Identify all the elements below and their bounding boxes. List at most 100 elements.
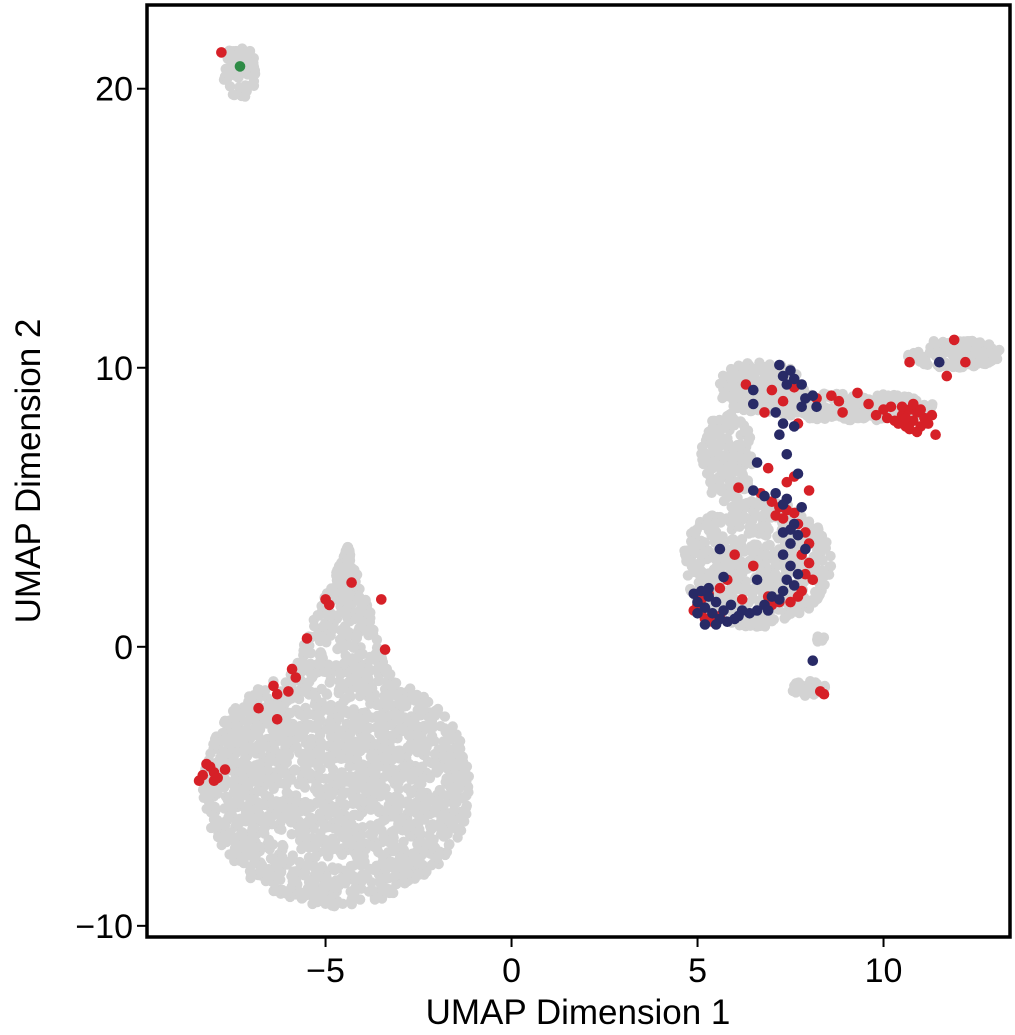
background-point [331,660,342,671]
background-point [351,776,363,788]
navy-point [777,499,789,510]
y-tick-label: −10 [75,908,133,946]
background-point [362,710,373,721]
red-point [740,379,752,390]
background-point [333,560,345,572]
navy-point [770,488,781,499]
navy-point [777,370,789,382]
background-point [365,665,377,676]
background-point [317,885,328,896]
background-point [728,400,739,412]
background-point [786,407,797,419]
x-axis: −5 0 5 10 [306,937,902,990]
background-point [325,731,337,742]
background-point [686,542,697,554]
background-point [355,766,366,777]
background-point [424,772,436,784]
red-point [324,599,335,611]
background-point [732,492,743,504]
background-point [392,802,403,813]
background-point [353,831,364,842]
background-point [229,766,240,778]
navy-point [796,502,807,513]
background-point [695,577,707,588]
background-point [310,874,321,885]
background-point [766,572,777,583]
red-point [290,672,302,683]
red-point [930,429,941,441]
background-point [245,732,257,743]
background-point [354,690,366,702]
background-point [724,409,735,421]
background-point [422,838,434,850]
navy-point [692,608,703,619]
background-point [418,791,430,803]
background-point [300,724,311,735]
x-tick-label: 10 [865,952,903,990]
red-point [286,663,298,675]
background-point [245,804,256,816]
navy-point [781,379,793,390]
background-point [335,669,346,680]
background-point [382,701,393,712]
background-point [307,898,318,910]
background-point [353,613,365,625]
red-point [893,418,904,429]
navy-point [710,619,722,630]
background-point [341,741,353,753]
red-point [915,404,926,415]
background-point [274,777,285,789]
red-point [271,714,283,725]
background-point [364,616,376,628]
background-point [239,91,251,102]
background-point [413,721,424,732]
background-point [440,726,451,738]
background-point [227,758,239,769]
background-point [709,519,720,530]
background-point [695,564,706,576]
navy-point [762,605,774,616]
red-point [870,409,882,421]
red-point [837,407,848,418]
background-point [453,823,464,834]
cluster-small-dot [812,631,830,647]
red-point [268,680,279,692]
red-point [283,686,294,697]
background-point [344,685,355,696]
background-point [369,894,381,905]
background-point [345,886,356,897]
background-point [756,382,767,394]
background-point [714,378,726,389]
navy-point [699,619,711,630]
background-point [297,831,308,842]
background-point [271,800,282,811]
navy-point [796,379,807,390]
x-axis-label: UMAP Dimension 1 [426,993,731,1032]
navy-point [781,449,793,460]
red-point [346,577,357,588]
background-point [405,683,416,694]
background-point [285,726,296,738]
red-point [766,496,778,508]
background-point [315,729,326,740]
navy-point [811,401,822,413]
background-point [371,642,383,653]
background-point [326,802,338,813]
background-point [745,620,756,631]
red-point [900,412,912,424]
background-point [430,803,442,814]
navy-point [785,560,796,572]
navy-point [748,398,759,410]
background-point [960,345,971,357]
background-point [398,870,409,882]
plot-frame [145,3,1012,939]
background-point [281,787,292,798]
background-point [804,687,815,699]
background-point [701,520,712,531]
background-point [358,851,369,862]
background-point [973,337,984,348]
background-point [744,521,755,533]
y-tick-label: 0 [114,629,133,667]
background-point [336,752,347,763]
background-point [335,586,347,598]
